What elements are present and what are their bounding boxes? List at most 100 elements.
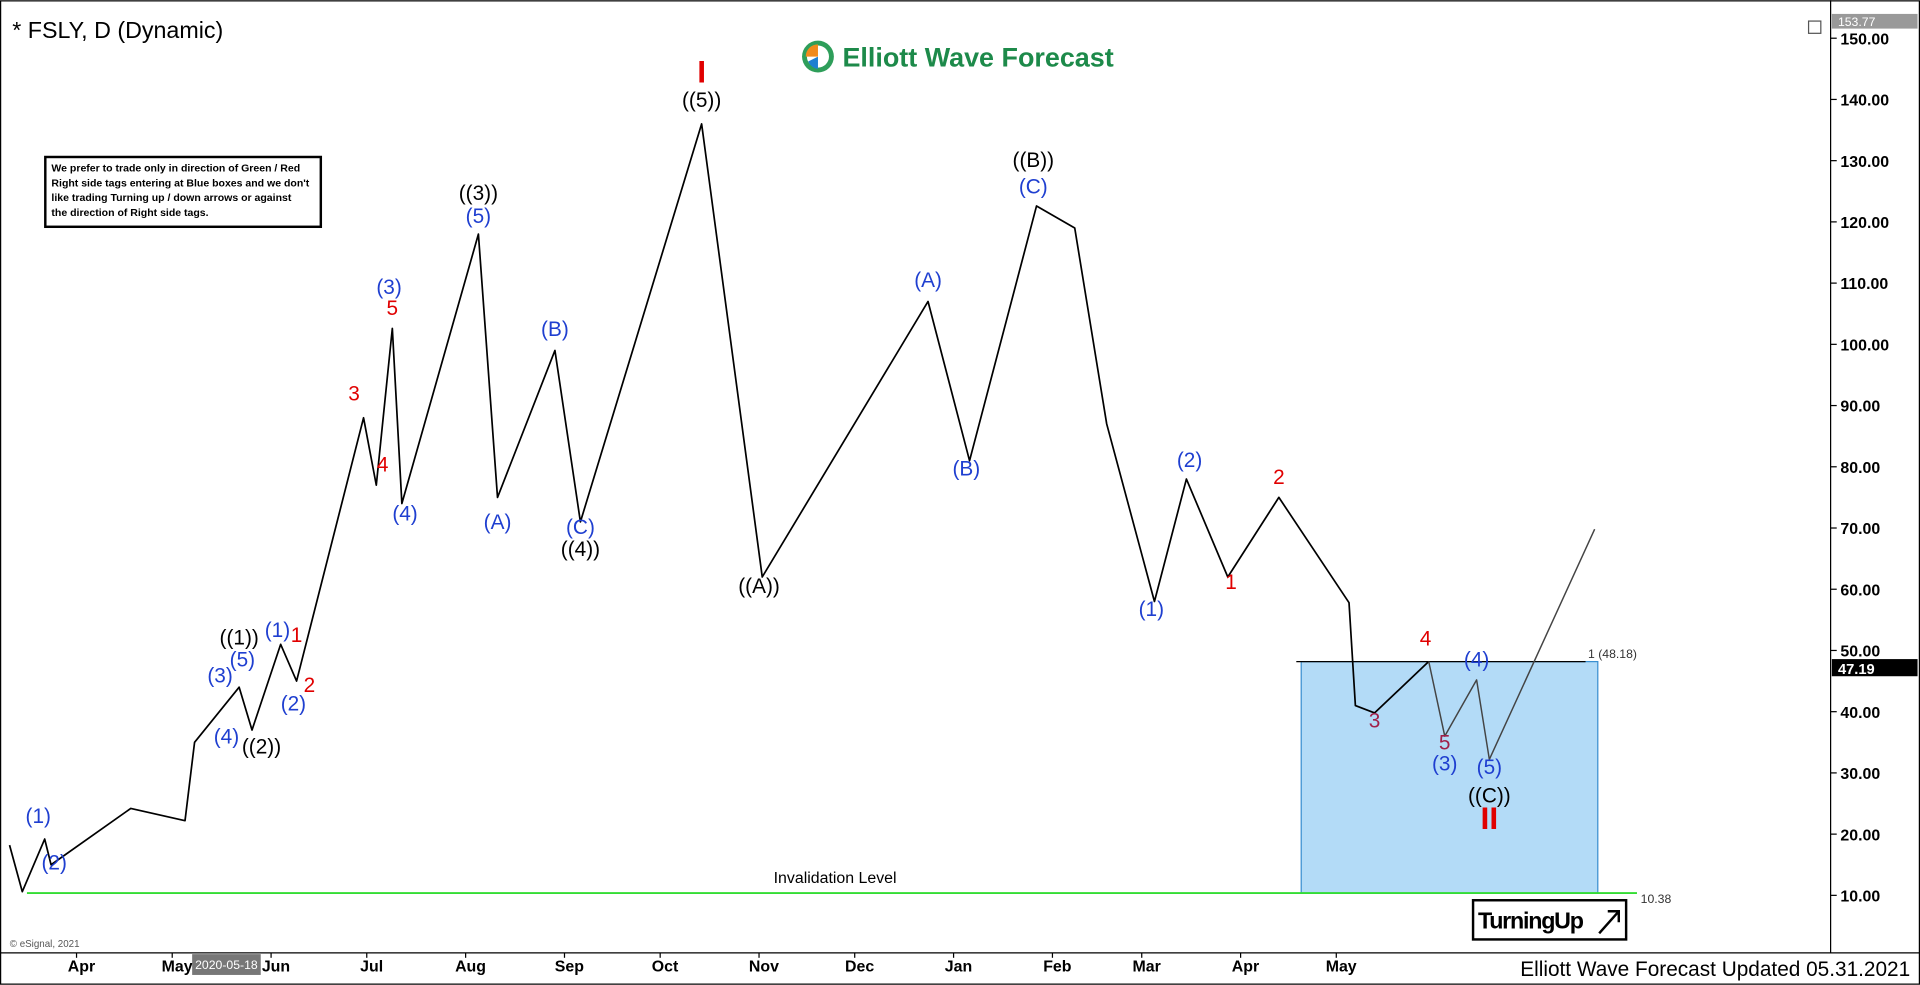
x-tick-label: Apr [68, 958, 95, 975]
x-tick-label: May [1326, 958, 1357, 975]
x-tick-label: Sep [555, 958, 584, 975]
wave-label: 1 [291, 624, 303, 647]
logo-icon [808, 56, 818, 69]
wave-label: II [1481, 800, 1499, 836]
y-tick-label: 90.00 [1840, 399, 1880, 416]
cursor-date-box [192, 954, 261, 975]
signal-arrow [1598, 910, 1620, 935]
y-tick-label: 130.00 [1840, 154, 1889, 171]
signal-text: TurningUp [1478, 907, 1584, 933]
x-tick-label: Mar [1132, 958, 1160, 975]
x-tick-label: Aug [455, 958, 486, 975]
wave-label: (3) [376, 276, 401, 299]
y-tick-label: 50.00 [1840, 644, 1880, 661]
window-icon [1807, 20, 1822, 34]
wave-label: (A) [484, 511, 512, 534]
x-tick-label: Jun [262, 958, 290, 975]
last-price-label: 47.19 [1838, 662, 1875, 678]
wave-label: (5) [466, 205, 491, 228]
note-box: We prefer to trade only in direction of … [44, 155, 323, 229]
signal-badge: TurningUp [1471, 899, 1628, 941]
high-price-label: 153.77 [1838, 15, 1876, 29]
wave-label: 4 [377, 454, 389, 477]
y-tick-label: 20.00 [1840, 827, 1880, 844]
wave-label: ((1)) [220, 626, 259, 649]
wave-label: (C) [1019, 176, 1048, 199]
note-border [44, 155, 323, 229]
note-line: like trading Turning up / down arrows or… [51, 192, 291, 204]
x-tick-label: Oct [652, 958, 679, 975]
wave-label: (C) [566, 516, 595, 539]
y-tick-label: 10.00 [1840, 888, 1880, 905]
last-price-tag [1831, 659, 1918, 677]
wave-label: I [697, 53, 706, 89]
x-tick-label: Dec [845, 958, 874, 975]
fib-level-label: 1 (48.18) [1588, 647, 1637, 661]
wave-label: (1) [1139, 598, 1164, 621]
wave-label: ((A)) [738, 575, 780, 598]
wave-label: (3) [207, 664, 232, 687]
y-tick-label: 100.00 [1840, 337, 1889, 354]
wave-label: 4 [1420, 628, 1432, 651]
y-tick-label: 60.00 [1840, 582, 1880, 599]
wave-label: (4) [392, 503, 417, 526]
wave-label: ((3)) [459, 182, 498, 205]
x-tick-label: Feb [1043, 958, 1072, 975]
x-tick-label: Apr [1232, 958, 1259, 975]
note-line: Right side tags entering at Blue boxes a… [51, 177, 309, 189]
wave-label: ((2)) [242, 735, 281, 758]
wave-label: 3 [348, 383, 360, 406]
y-tick-label: 40.00 [1840, 705, 1880, 722]
footer: Elliott Wave Forecast Updated 05.31.2021 [1520, 958, 1910, 981]
y-tick-label: 150.00 [1840, 31, 1889, 48]
target-zone [1300, 660, 1599, 894]
note-line: We prefer to trade only in direction of … [51, 163, 300, 175]
wave-label: ((4)) [561, 538, 600, 561]
y-tick-label: 70.00 [1840, 521, 1880, 538]
wave-label: 5 [386, 297, 398, 320]
x-tick-label: May [162, 958, 193, 975]
wave-label: (B) [952, 457, 980, 480]
wave-label: (3) [1432, 752, 1457, 775]
wave-label: 1 [1225, 571, 1237, 594]
wave-label: (5) [230, 648, 255, 671]
wave-label: 3 [1369, 710, 1381, 733]
logo-text: Elliott Wave Forecast [842, 42, 1113, 72]
logo-icon [805, 44, 818, 57]
wave-label: 2 [304, 674, 316, 697]
x-tick-label: Jan [945, 958, 972, 975]
copyright: © eSignal, 2021 [10, 939, 80, 950]
invalidation-label: 10.38 [1641, 892, 1672, 906]
wave-label: (4) [214, 726, 239, 749]
y-tick-label: 140.00 [1840, 93, 1889, 110]
wave-label: 5 [1439, 732, 1451, 755]
price-line [8, 123, 1430, 893]
y-tick-label: 30.00 [1840, 766, 1880, 783]
wave-label: (A) [914, 269, 942, 292]
wave-label: (5) [1477, 756, 1502, 779]
price-line [1428, 528, 1596, 761]
note-line: the direction of Right side tags. [51, 207, 208, 219]
wave-label: (1) [26, 805, 51, 828]
wave-label: (2) [281, 692, 306, 715]
chart-title: * FSLY, D (Dynamic) [12, 17, 223, 43]
wave-label: (2) [42, 852, 67, 875]
wave-label: ((C)) [1468, 784, 1511, 807]
logo: Elliott Wave Forecast [802, 40, 1114, 73]
y-tick-label: 80.00 [1840, 460, 1880, 477]
wave-label: (B) [541, 318, 569, 341]
x-tick-label: Jul [360, 958, 383, 975]
wave-label: ((B)) [1013, 149, 1055, 172]
y-tick-label: 120.00 [1840, 215, 1889, 232]
y-tick-label: 110.00 [1840, 276, 1888, 293]
wave-label: (1) [265, 619, 290, 642]
cursor-date: 2020-05-18 [195, 958, 258, 972]
wave-label: (4) [1464, 648, 1489, 671]
x-tick-label: Nov [749, 958, 779, 975]
invalidation-text: Invalidation Level [774, 870, 897, 887]
wave-label: (2) [1177, 449, 1202, 472]
